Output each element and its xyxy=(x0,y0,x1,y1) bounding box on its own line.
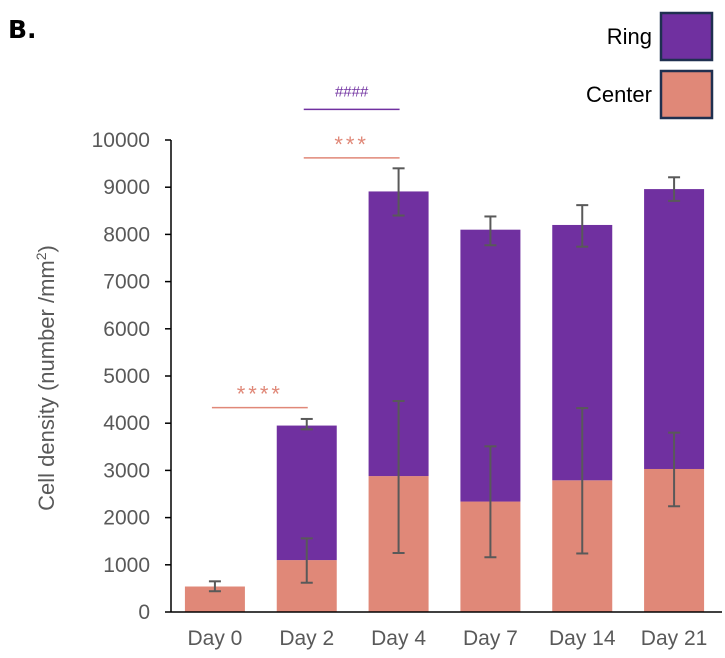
panel-label: B. xyxy=(8,15,37,44)
significance-label: **** xyxy=(237,382,283,407)
y-tick-label: 3000 xyxy=(103,459,150,482)
significance-marker: #### xyxy=(304,83,400,109)
x-tick-label: Day 7 xyxy=(463,627,518,650)
y-tick-label: 6000 xyxy=(103,318,150,341)
legend-label-center: Center xyxy=(586,82,652,107)
significance-marker: *** xyxy=(304,132,400,158)
y-axis-label: Cell density (number /mm2) xyxy=(33,245,59,511)
y-axis-label-superscript: 2 xyxy=(33,252,49,260)
x-tick-label: Day 2 xyxy=(279,627,334,650)
plot-area: 0 1000 2000 3000 4000 5000 6000 7000 8000 9000 100… xyxy=(92,129,722,650)
legend-swatch-ring xyxy=(661,13,712,60)
x-tick-label: Day 0 xyxy=(187,627,242,650)
y-tick-label: 9000 xyxy=(103,176,150,199)
legend-swatch-center xyxy=(661,71,712,118)
x-tick-label: Day 21 xyxy=(641,627,708,650)
y-tick-label: 8000 xyxy=(103,223,150,246)
y-tick-label: 0 xyxy=(138,601,150,624)
y-tick-label: 5000 xyxy=(103,365,150,388)
y-axis-label-suffix: ) xyxy=(34,245,59,252)
significance-marker: **** xyxy=(212,382,308,408)
y-tick-label: 1000 xyxy=(103,554,150,577)
legend-label-ring: Ring xyxy=(607,24,652,49)
significance-label: *** xyxy=(334,132,369,157)
y-tick-label: 2000 xyxy=(103,507,150,530)
y-axis-label-main: Cell density (number /mm xyxy=(34,260,59,511)
x-tick-label: Day 14 xyxy=(549,627,616,650)
y-tick-label: 7000 xyxy=(103,271,150,294)
y-tick-label: 4000 xyxy=(103,412,150,435)
bar-ring-day-21 xyxy=(644,189,704,469)
legend: Ring Center xyxy=(586,13,712,118)
y-tick-label: 10000 xyxy=(92,129,150,152)
x-tick-label: Day 4 xyxy=(371,627,426,650)
significance-label: #### xyxy=(335,83,369,100)
